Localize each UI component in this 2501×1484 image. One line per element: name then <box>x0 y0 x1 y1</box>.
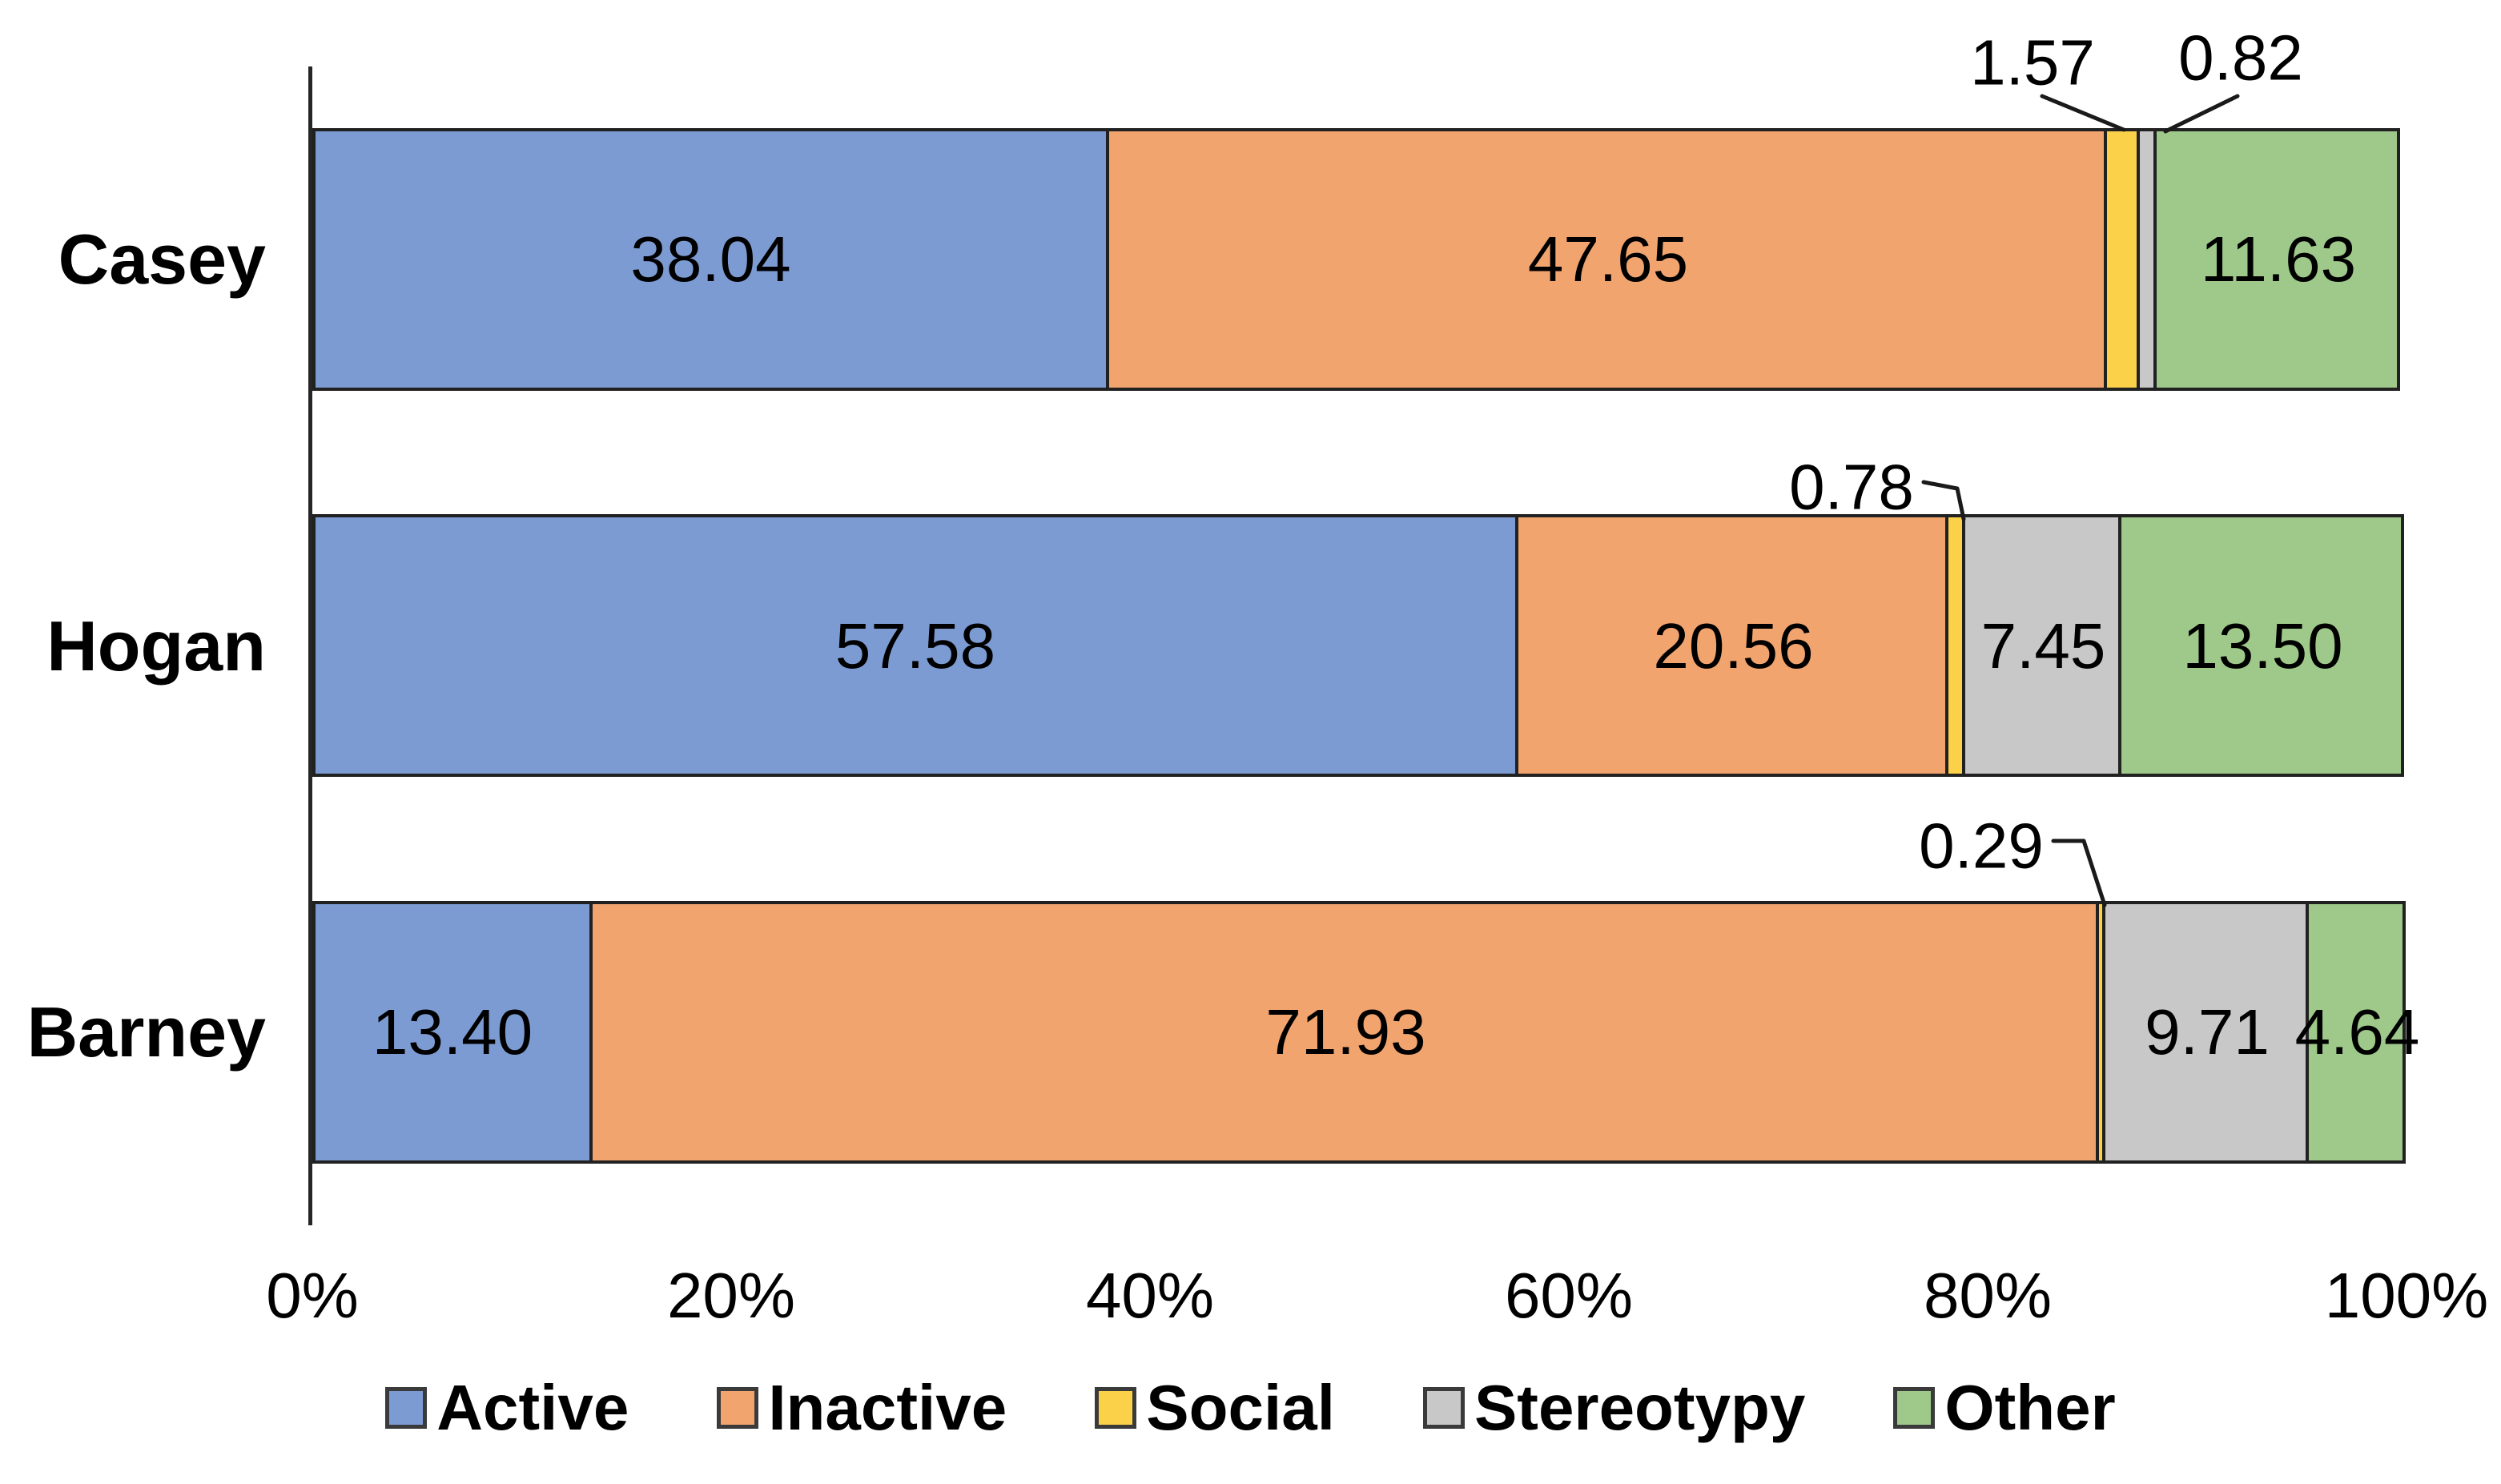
legend-label: Inactive <box>768 1372 1007 1443</box>
legend-marker-icon <box>385 1387 428 1429</box>
legend-item-active: Active <box>385 1371 629 1445</box>
bar-segment-barney-stereotypy <box>2102 901 2309 1164</box>
y-axis-line <box>308 66 312 1225</box>
bar-segment-hogan-other <box>2118 514 2404 777</box>
legend-marker-icon <box>717 1387 759 1429</box>
category-label-barney: Barney <box>26 991 266 1072</box>
bar-segment-barney-other <box>2306 901 2406 1164</box>
legend-item-social: Social <box>1095 1371 1335 1445</box>
bar-segment-label: 20.56 <box>1653 609 1814 682</box>
legend-marker-icon <box>1095 1387 1137 1429</box>
legend-label: Other <box>1944 1372 2116 1443</box>
bar-segment-label: 57.58 <box>834 609 996 682</box>
legend: Active Inactive Social Stereotypy Other <box>0 1371 2501 1445</box>
legend-item-stereotypy: Stereotypy <box>1422 1371 1806 1445</box>
bar-segment-barney-inactive <box>589 901 2099 1164</box>
x-tick-label-20: 20% <box>666 1260 796 1331</box>
bar-segment-label: 9.71 <box>2145 995 2270 1068</box>
category-label-casey: Casey <box>58 219 266 300</box>
bar-segment-casey-active <box>312 128 1109 391</box>
x-tick-label-80: 80% <box>1923 1260 2053 1331</box>
bar-segment-hogan-active <box>312 514 1518 777</box>
bar-segment-label: 47.65 <box>1527 223 1689 296</box>
legend-label: Active <box>436 1372 629 1443</box>
bar-segment-label: 7.45 <box>1980 609 2106 682</box>
bar-segment-label: 38.04 <box>630 223 791 296</box>
x-tick-label-0: 0% <box>266 1260 359 1331</box>
x-tick-label-40: 40% <box>1085 1260 1215 1331</box>
legend-label: Stereotypy <box>1474 1372 1806 1443</box>
x-tick-label-100: 100% <box>2324 1260 2489 1331</box>
legend-item-inactive: Inactive <box>717 1371 1007 1445</box>
category-label-hogan: Hogan <box>46 605 266 686</box>
bar-segment-casey-other <box>2153 128 2400 391</box>
bar-segment-label: 71.93 <box>1265 995 1426 1068</box>
bar-segment-hogan-inactive <box>1515 514 1948 777</box>
bar-segment-casey-social <box>2104 128 2140 391</box>
bar-segment-hogan-stereotypy <box>1962 514 2121 777</box>
legend-item-other: Other <box>1893 1371 2116 1445</box>
bar-segment-label: 13.40 <box>372 995 533 1068</box>
legend-label: Social <box>1146 1372 1335 1443</box>
bar-segment-label: 4.64 <box>2294 995 2420 1068</box>
bar-segment-label: 11.63 <box>2200 223 2357 296</box>
legend-marker-icon <box>1893 1387 1936 1429</box>
bar-segment-casey-inactive <box>1106 128 2107 391</box>
legend-marker-icon <box>1422 1387 1465 1429</box>
bar-segment-label: 13.50 <box>2182 609 2343 682</box>
x-tick-label-60: 60% <box>1504 1260 1634 1331</box>
bar-segment-barney-active <box>312 901 593 1164</box>
